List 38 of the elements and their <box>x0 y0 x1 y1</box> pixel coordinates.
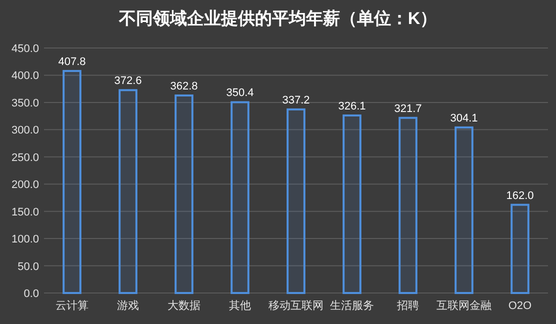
x-tick-label: 云计算 <box>56 299 88 312</box>
x-tick-label: 移动互联网 <box>268 300 324 312</box>
x-tick-label: 生活服务 <box>330 299 374 312</box>
data-label: 304.1 <box>450 112 478 124</box>
data-label: 407.8 <box>58 56 86 68</box>
bar <box>454 126 474 294</box>
bar <box>342 114 362 294</box>
data-label: 162.0 <box>506 190 534 202</box>
x-tick-label: 游戏 <box>117 299 139 312</box>
y-tick-label: 100.0 <box>11 234 39 246</box>
x-tick-label: 招聘 <box>396 300 419 312</box>
bar <box>286 108 306 294</box>
y-tick-label: 50.0 <box>18 260 39 273</box>
data-label: 362.8 <box>170 80 198 92</box>
data-label: 337.2 <box>282 94 310 106</box>
y-tick-label: 150.0 <box>11 206 39 218</box>
bar <box>510 204 530 294</box>
data-label: 321.7 <box>394 102 422 115</box>
x-tick-label: 大数据 <box>168 299 200 312</box>
data-label: 326.1 <box>338 100 366 112</box>
bar <box>174 94 194 294</box>
bar <box>230 101 250 294</box>
y-tick-label: 450.0 <box>11 43 39 55</box>
x-tick-label: 其他 <box>229 299 251 312</box>
bar <box>118 89 138 294</box>
chart-title: 不同领域企业提供的平均年薪（单位：K） <box>118 9 438 28</box>
y-tick-label: 400.0 <box>11 70 39 82</box>
bar <box>62 70 82 294</box>
y-tick-label: 200.0 <box>11 179 39 192</box>
data-label: 372.6 <box>114 75 142 88</box>
y-tick-label: 350.0 <box>11 97 39 110</box>
y-tick-label: 0.0 <box>24 288 39 300</box>
x-tick-label: O2O <box>508 300 532 312</box>
y-tick-label: 300.0 <box>11 124 39 137</box>
data-label: 350.4 <box>226 87 254 100</box>
bar <box>398 116 418 294</box>
x-tick-label: 互联网金融 <box>436 300 492 312</box>
y-tick-label: 250.0 <box>11 152 39 164</box>
